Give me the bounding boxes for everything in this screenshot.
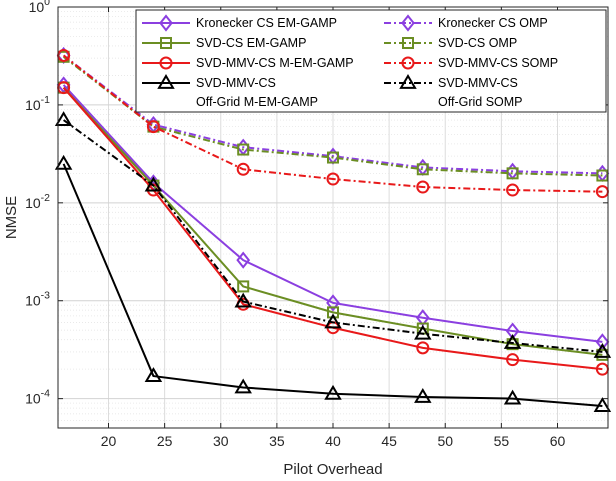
legend-label: Kronecker CS EM-GAMP xyxy=(196,16,337,30)
series-line xyxy=(62,54,603,193)
legend-label: SVD-MMV-CS xyxy=(438,76,518,90)
data-point-diamond xyxy=(236,251,251,269)
data-point-circle xyxy=(416,180,430,194)
legend-marker-triangle xyxy=(399,74,417,89)
data-point-circle xyxy=(506,183,520,197)
legend-entry: SVD-MMV-CS M-EM-GAMP xyxy=(142,56,354,70)
data-point-circle xyxy=(146,120,160,134)
y-tick-label: 100 xyxy=(29,0,51,15)
series-line xyxy=(63,119,603,353)
legend-marker-triangle xyxy=(157,74,175,89)
legend-entry: SVD-MMV-CS Off-Grid SOMP xyxy=(384,74,523,109)
data-point-triangle xyxy=(144,176,163,192)
legend-entry: Kronecker CS EM-GAMP xyxy=(142,14,337,32)
legend-marker-square xyxy=(160,37,172,49)
y-tick-label: 10-2 xyxy=(25,192,50,211)
legend-entry: Kronecker CS OMP xyxy=(384,14,548,32)
x-tick-label: 50 xyxy=(437,433,453,449)
legend-marker-diamond xyxy=(401,14,415,32)
legend-label: SVD-MMV-CS xyxy=(196,76,276,90)
data-point-circle xyxy=(326,172,340,186)
data-point-triangle xyxy=(54,154,73,170)
x-tick-label: 25 xyxy=(157,433,173,449)
data-point-triangle xyxy=(503,389,522,405)
series-line xyxy=(62,163,603,408)
series-7 xyxy=(54,154,612,412)
y-tick-label: 10-3 xyxy=(25,290,50,309)
x-tick-label: 55 xyxy=(494,433,510,449)
data-point-triangle xyxy=(234,292,252,308)
y-tick-label: 10-4 xyxy=(25,388,50,407)
data-point-diamond xyxy=(415,309,430,327)
data-point-square xyxy=(327,151,339,164)
data-point-triangle xyxy=(593,397,612,412)
series-line xyxy=(63,54,603,175)
data-point-triangle xyxy=(54,111,73,126)
data-point-diamond xyxy=(326,294,340,312)
x-axis-label: Pilot Overhead xyxy=(283,461,382,478)
series-line xyxy=(62,56,603,177)
legend-label: Kronecker CS OMP xyxy=(438,16,548,30)
data-point-square xyxy=(416,163,429,176)
data-point-circle xyxy=(416,341,430,355)
legend-label: Off-Grid SOMP xyxy=(438,95,523,109)
x-tick-label: 30 xyxy=(213,433,229,449)
series-line xyxy=(62,84,603,343)
x-tick-label: 60 xyxy=(550,433,566,449)
data-point-circle xyxy=(236,162,250,176)
series-6 xyxy=(57,48,609,199)
x-tick-label: 45 xyxy=(381,433,397,449)
legend-label: SVD-CS EM-GAMP xyxy=(196,36,306,50)
legend-label: SVD-MMV-CS SOMP xyxy=(438,56,558,70)
legend-marker-square xyxy=(402,37,414,49)
data-point-diamond xyxy=(505,322,520,340)
legend-entry: SVD-CS OMP xyxy=(384,36,517,50)
data-point-square xyxy=(506,167,519,180)
x-tick-label: 35 xyxy=(269,433,285,449)
legend-entry: SVD-MMV-CS SOMP xyxy=(384,56,558,70)
legend-entry: SVD-MMV-CS Off-Grid M-EM-GAMP xyxy=(142,74,318,109)
legend-marker-circle xyxy=(159,56,173,70)
y-tick-label: 10-1 xyxy=(25,94,50,113)
legend-marker-diamond xyxy=(159,14,173,32)
data-point-triangle xyxy=(414,324,432,340)
series-8 xyxy=(54,111,612,358)
data-point-triangle xyxy=(414,387,432,403)
legend-marker-circle xyxy=(401,56,415,70)
data-point-triangle xyxy=(503,334,522,349)
data-point-triangle xyxy=(593,342,612,358)
legend-entry: SVD-CS EM-GAMP xyxy=(142,36,306,50)
data-point-circle xyxy=(506,353,520,367)
data-point-triangle xyxy=(324,384,342,400)
data-point-triangle xyxy=(234,378,252,394)
legend-label: Off-Grid M-EM-GAMP xyxy=(196,95,318,109)
legend-label: SVD-CS OMP xyxy=(438,36,517,50)
data-point-triangle xyxy=(324,313,342,329)
data-point-square xyxy=(237,143,250,156)
data-point-square xyxy=(237,280,250,293)
x-tick-label: 20 xyxy=(101,433,117,449)
legend-box xyxy=(135,9,607,113)
data-point-triangle xyxy=(144,367,163,382)
y-axis-label: NMSE xyxy=(3,196,20,239)
legend-label: SVD-MMV-CS M-EM-GAMP xyxy=(196,56,354,70)
data-point-square xyxy=(596,169,609,182)
x-tick-label: 40 xyxy=(325,433,341,449)
